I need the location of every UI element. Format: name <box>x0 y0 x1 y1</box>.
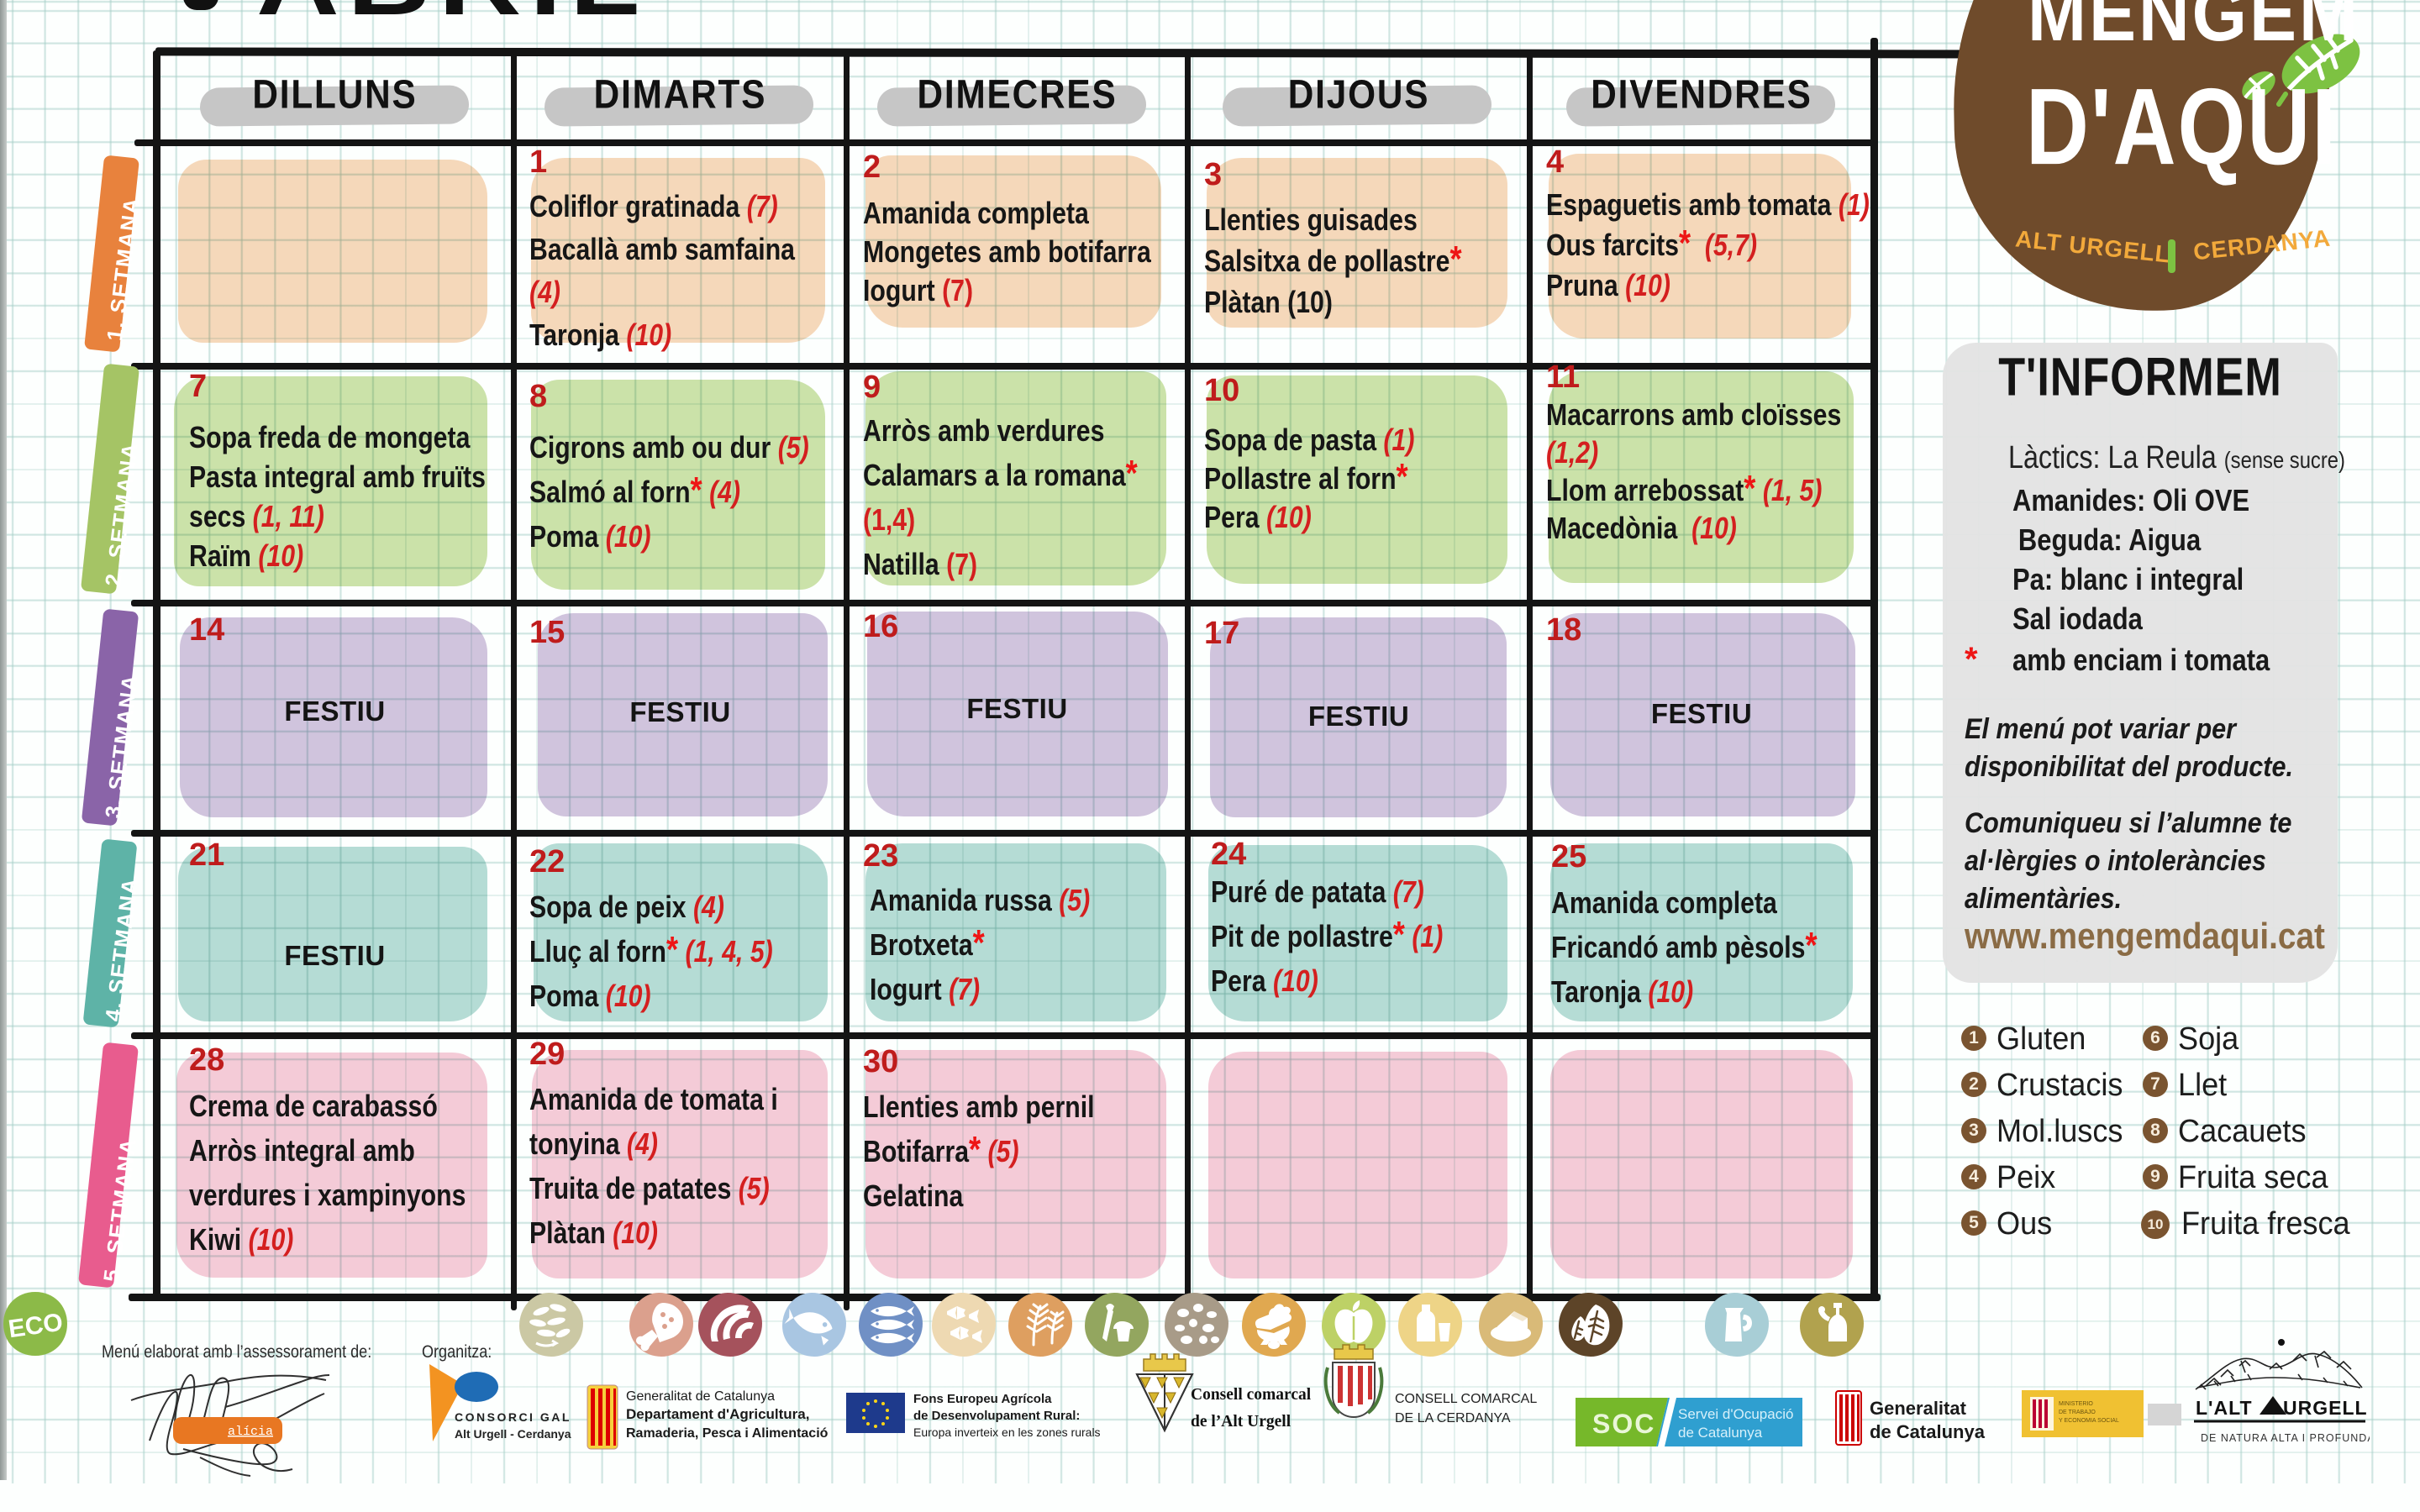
svg-text:Y ECONOMIA SOCIAL: Y ECONOMIA SOCIAL <box>2059 1418 2119 1424</box>
svg-text:de Desenvolupament Rural:: de Desenvolupament Rural: <box>913 1409 1080 1423</box>
svg-text:alícia: alícia <box>228 1425 273 1439</box>
svg-text:de Catalunya: de Catalunya <box>1678 1425 1763 1441</box>
svg-text:Europa inverteix en les zones: Europa inverteix en les zones rurals <box>913 1425 1101 1439</box>
svg-text:de Catalunya: de Catalunya <box>1870 1421 1986 1442</box>
svg-text:DE TRABAJO: DE TRABAJO <box>2059 1410 2096 1415</box>
svg-text:MINISTERIO: MINISTERIO <box>2059 1401 2093 1407</box>
svg-text:Departament d'Agricultura,: Departament d'Agricultura, <box>626 1406 809 1422</box>
svg-text:Servei d'Ocupació: Servei d'Ocupació <box>1678 1406 1793 1422</box>
svg-text:CONSELL COMARCAL: CONSELL COMARCAL <box>1395 1392 1537 1406</box>
svg-text:URGELL: URGELL <box>2283 1397 2368 1419</box>
svg-text:DE LA CERDANYA: DE LA CERDANYA <box>1395 1411 1511 1425</box>
svg-text:CONSORCI GAL: CONSORCI GAL <box>455 1410 571 1424</box>
svg-text:Consell comarcal: Consell comarcal <box>1191 1386 1312 1404</box>
svg-text:Ramaderia, Pesca i Alimentació: Ramaderia, Pesca i Alimentació <box>626 1426 829 1441</box>
svg-text:Generalitat: Generalitat <box>1870 1398 1967 1419</box>
svg-text:L'ALT: L'ALT <box>2196 1397 2253 1419</box>
svg-text:Alt Urgell - Cerdanya: Alt Urgell - Cerdanya <box>455 1427 571 1441</box>
svg-text:SOC: SOC <box>1592 1409 1655 1439</box>
svg-text:Fons Europeu Agrícola: Fons Europeu Agrícola <box>913 1392 1052 1406</box>
svg-text:de l’Alt Urgell: de l’Alt Urgell <box>1191 1413 1292 1431</box>
svg-text:DE NATURA ALTA I PROFUNDA: DE NATURA ALTA I PROFUNDA <box>2201 1432 2370 1444</box>
svg-text:Generalitat de Catalunya: Generalitat de Catalunya <box>626 1389 775 1404</box>
